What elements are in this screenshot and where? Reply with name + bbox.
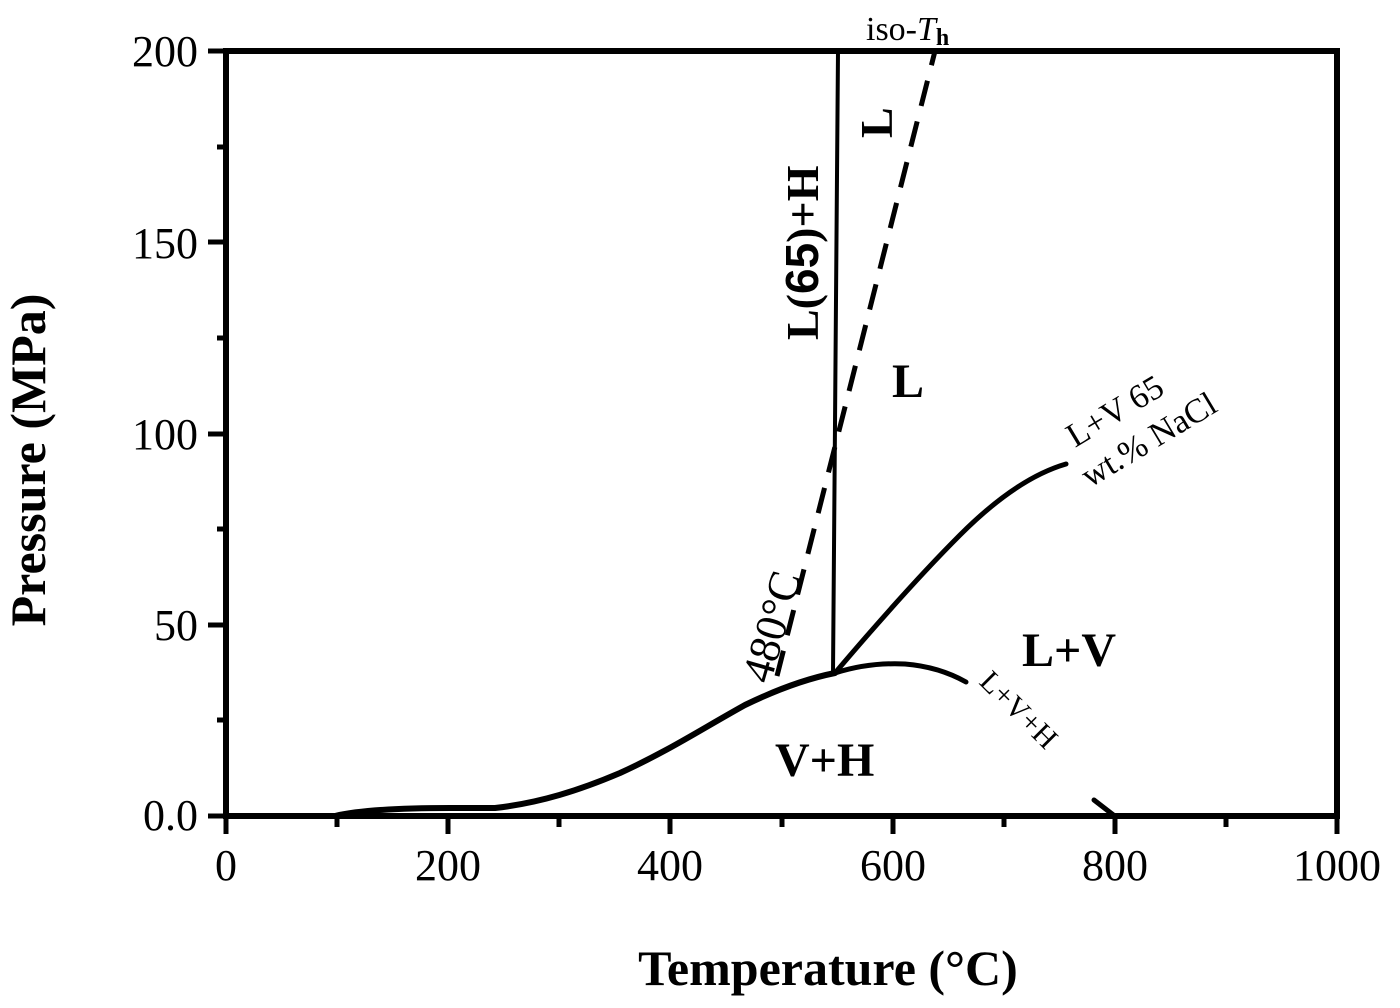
lv65-curve — [832, 461, 1069, 676]
x-tick-label: 1000 — [1293, 841, 1381, 890]
iso-480-label: 480°C — [733, 566, 811, 688]
vh-boundary-curve — [332, 670, 838, 819]
region-label-l-plus-v: L+V — [1022, 624, 1116, 677]
lvh-lower-segment — [1091, 797, 1119, 820]
phase-boundaries — [332, 49, 1119, 820]
x-tick-label: 800 — [1082, 841, 1148, 890]
y-axis-ticks — [208, 48, 226, 819]
lv65-label: L+V 65 wt.% NaCl — [1060, 368, 1223, 495]
x-tick-label: 200 — [415, 841, 481, 890]
region-label-l-top: L — [851, 107, 902, 138]
x-tick-label: 0 — [215, 841, 237, 890]
iso-th-dashed-line — [774, 50, 938, 677]
y-axis-title: Pressure (MPa) — [0, 294, 56, 627]
halite-liquidus-line — [831, 49, 840, 675]
y-tick-label: 0.0 — [143, 791, 198, 840]
lvh-arc-curve — [832, 661, 969, 685]
region-label-l65-h: L(65)+H — [776, 165, 828, 340]
iso-th-label: iso-Th — [866, 11, 949, 51]
x-axis-title: Temperature (°C) — [638, 940, 1018, 996]
x-tick-labels: 0 200 400 600 800 1000 — [215, 841, 1381, 890]
lvh-label: L+V+H — [973, 665, 1064, 756]
region-label-v-plus-h: V+H — [775, 734, 874, 787]
x-tick-label: 400 — [637, 841, 703, 890]
x-tick-label: 600 — [860, 841, 926, 890]
y-tick-label: 150 — [132, 219, 198, 268]
region-label-l: L — [892, 355, 924, 408]
y-tick-labels: 0.0 50 100 150 200 — [132, 27, 198, 840]
y-tick-label: 50 — [154, 601, 198, 650]
y-tick-label: 200 — [132, 27, 198, 76]
y-tick-label: 100 — [132, 410, 198, 459]
